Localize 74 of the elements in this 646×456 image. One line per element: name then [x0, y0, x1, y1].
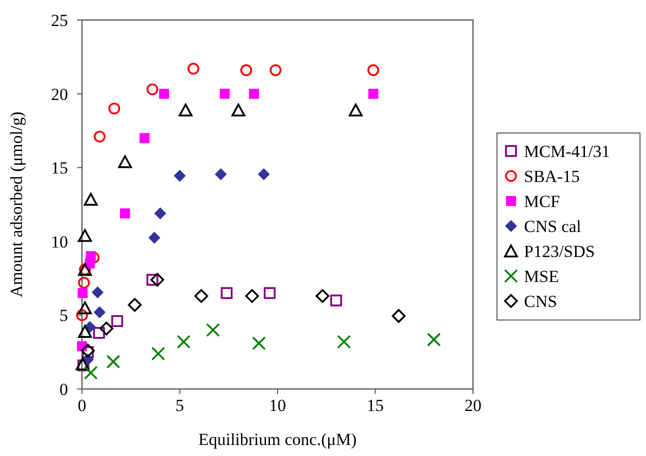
- point: [264, 287, 276, 299]
- point: [146, 274, 158, 286]
- point: [427, 332, 441, 346]
- point: [348, 104, 363, 116]
- point: [100, 322, 114, 336]
- point: [148, 232, 160, 244]
- point: [78, 229, 92, 242]
- legend-label: SBA-15: [524, 167, 580, 186]
- x-tick-label: 10: [269, 396, 286, 415]
- legend-label: CNS: [524, 292, 558, 311]
- x-tick-label: 20: [464, 396, 482, 415]
- point: [106, 354, 120, 369]
- point: [258, 168, 270, 180]
- x-tick-label: 0: [78, 396, 86, 415]
- point: [78, 325, 92, 338]
- x-axis-title: Equilibrium conc.(μM): [198, 430, 357, 449]
- y-tick-label: 10: [51, 232, 68, 252]
- point: [232, 104, 246, 116]
- point: [337, 334, 351, 349]
- point: [176, 334, 191, 349]
- point: [220, 88, 230, 99]
- point: [111, 315, 124, 328]
- point: [330, 294, 342, 306]
- y-axis-title: Amount adsorbed (μmol/g): [7, 112, 26, 298]
- point: [220, 287, 233, 299]
- point: [84, 366, 98, 380]
- point: [146, 83, 158, 96]
- point: [76, 309, 88, 322]
- point: [367, 64, 380, 76]
- point: [249, 88, 260, 99]
- point: [252, 336, 266, 350]
- point: [78, 288, 88, 298]
- point: [178, 104, 193, 116]
- point: [240, 64, 252, 76]
- point: [188, 62, 200, 75]
- point: [84, 192, 98, 206]
- point: [151, 346, 166, 360]
- legend-label: MSE: [524, 267, 559, 286]
- point: [92, 286, 104, 298]
- point: [86, 251, 96, 262]
- point: [120, 208, 130, 218]
- point: [128, 298, 142, 312]
- point: [270, 64, 282, 76]
- y-tick-label: 0: [60, 380, 68, 399]
- point: [154, 207, 166, 220]
- point: [78, 301, 92, 314]
- y-tick-label: 15: [51, 158, 68, 178]
- point: [316, 289, 330, 303]
- point: [245, 289, 259, 303]
- point: [174, 170, 186, 182]
- point: [206, 323, 220, 337]
- point: [78, 276, 90, 289]
- point: [159, 88, 170, 99]
- point: [368, 88, 378, 99]
- y-tick-label: 25: [51, 11, 68, 30]
- point: [94, 306, 106, 318]
- point: [150, 272, 164, 287]
- y-tick-label: 20: [51, 84, 68, 104]
- legend-label: MCF: [524, 192, 560, 211]
- point: [80, 344, 95, 358]
- point: [140, 133, 150, 144]
- x-tick-label: 15: [366, 396, 384, 415]
- legend-label: CNS cal: [524, 217, 582, 236]
- point: [118, 155, 132, 168]
- point: [392, 309, 406, 323]
- point: [94, 130, 106, 143]
- point: [194, 289, 208, 303]
- point: [93, 327, 105, 339]
- point: [214, 168, 227, 180]
- legend-label: MCM-41/31: [524, 142, 610, 161]
- legend-label: P123/SDS: [524, 242, 595, 261]
- point: [108, 102, 120, 114]
- x-tick-label: 5: [176, 396, 184, 415]
- y-tick-label: 5: [60, 306, 68, 326]
